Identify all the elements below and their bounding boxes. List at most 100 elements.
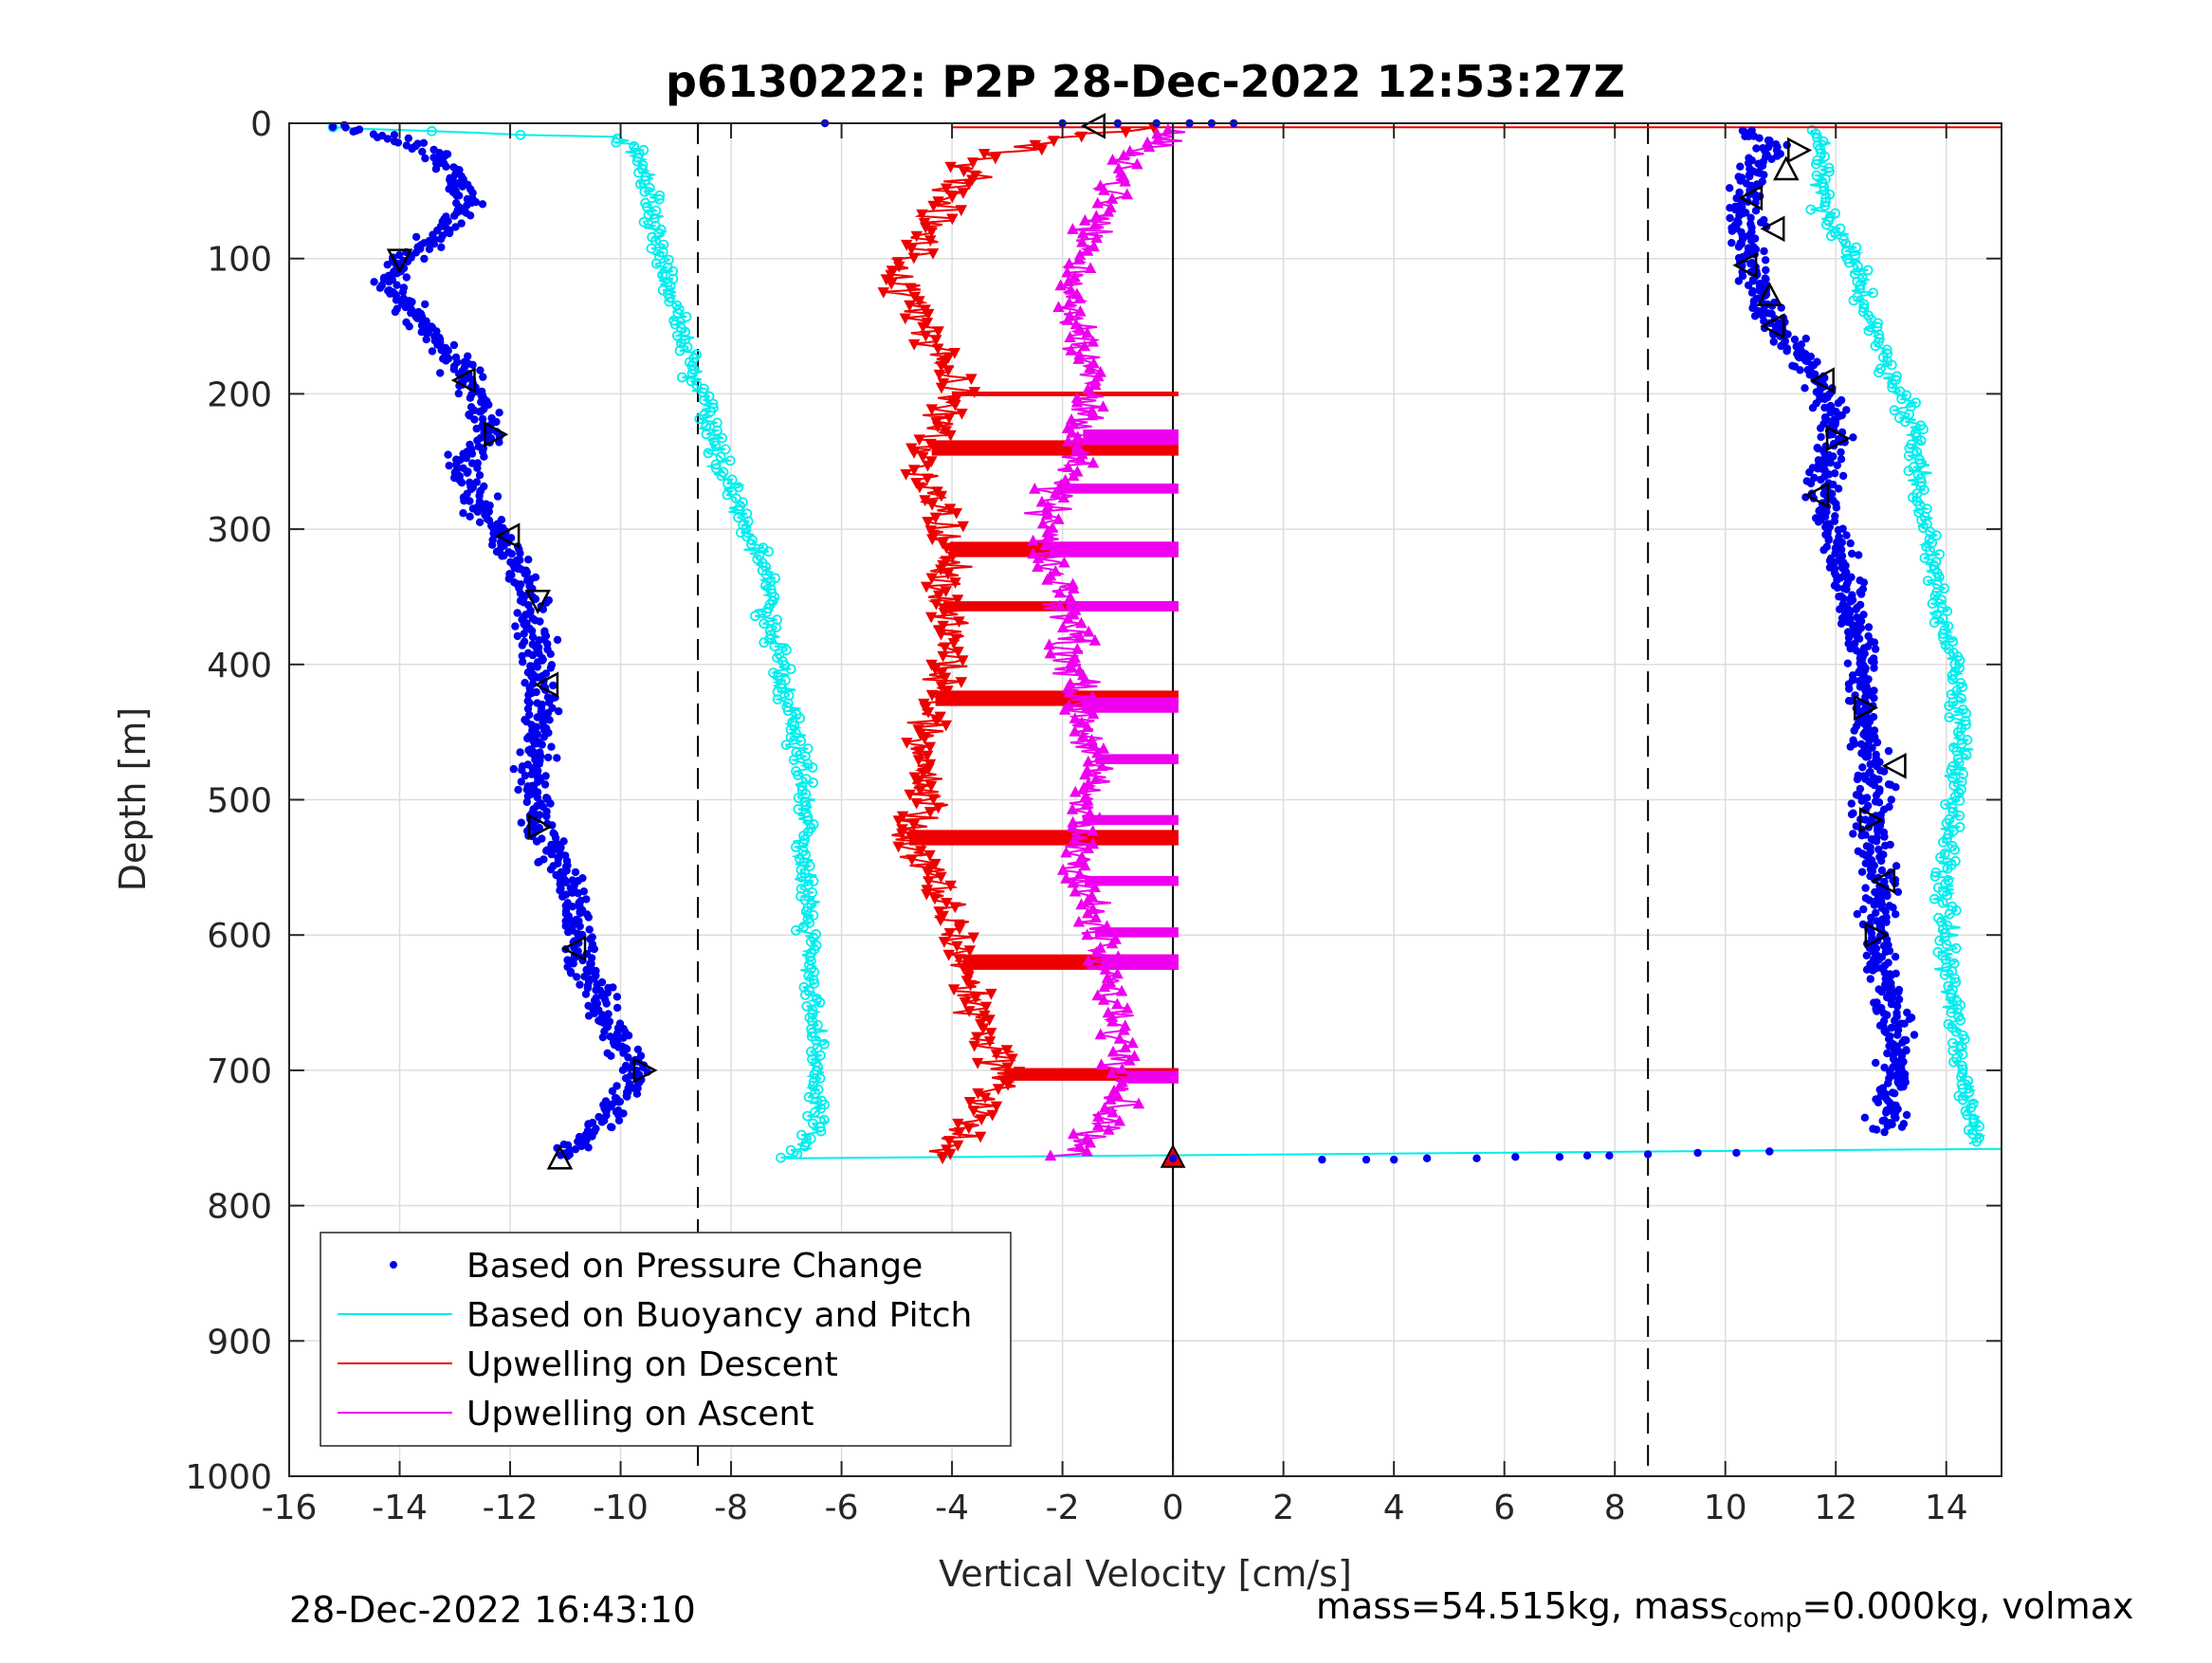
pressure-point [1853,909,1862,919]
ascent-upwelling-point [1089,378,1102,391]
profile-triangle-marker [495,522,521,549]
legend-label: Upwelling on Ascent [466,1395,814,1434]
pressure-point [1605,1151,1614,1160]
descent-upwelling-point [969,993,982,1005]
ascent-upwelling-point [1117,149,1130,161]
pressure-point [1856,784,1865,794]
pressure-point [1873,738,1882,747]
buoyancy-point [1843,257,1855,268]
pressure-point [1582,1151,1592,1160]
pressure-point [1872,791,1881,799]
descent-upwelling-point [923,807,937,818]
ascent-upwelling-point [1088,881,1102,892]
ascent-upwelling-point [1132,1097,1145,1109]
pressure-point [546,664,556,672]
profile-triangle-marker [1756,282,1783,307]
descent-upwelling-point [914,785,926,796]
pressure-point [1883,891,1892,901]
buoyancy-pitch-series [327,121,2002,1163]
pressure-point [1859,905,1868,914]
pressure-point [1882,918,1891,926]
descent-upwelling-point [983,1014,996,1027]
legend: Based on Pressure Change Based on Buoyanc… [320,1232,1012,1447]
buoyancy-point [637,159,649,171]
buoyancy-point [1903,466,1914,477]
pressure-point [583,983,593,993]
ascent-upwelling-point [1073,292,1086,303]
buoyancy-point [807,887,818,898]
pressure-point [431,165,441,174]
ascent-upwelling-point [1073,868,1086,880]
pressure-point [1801,334,1811,343]
pressure-point [524,690,533,700]
ascent-upwelling-point [1111,967,1124,979]
descent-upwelling-point [968,1040,980,1052]
descent-upwelling-point [932,343,944,356]
buoyancy-point [800,989,811,1000]
pressure-point [1777,341,1785,351]
descent-upwelling-point [923,876,935,887]
ascent-upwelling-point [1044,647,1057,659]
descent-upwelling-point [986,1109,998,1122]
pressure-point [545,716,554,724]
buoyancy-point [772,686,783,697]
buoyancy-point [792,1148,803,1160]
ascent-upwelling-point [1124,144,1136,156]
pressure-point [1893,1031,1902,1039]
buoyancy-point [1919,553,1930,563]
descent-upwelling-point [962,1123,976,1135]
pressure-point [1910,1031,1919,1039]
buoyancy-point [782,705,794,716]
pressure-point [1883,1122,1892,1130]
pressure-point [507,550,516,558]
legend-label: Based on Pressure Change [466,1247,923,1286]
buoyancy-point [680,326,690,338]
pressure-point [584,1012,594,1020]
buoyancy-point [746,539,757,550]
ascent-upwelling-point [1102,205,1115,217]
descent-upwelling-point [992,1084,1005,1096]
descent-upwelling-point [974,1131,987,1143]
buoyancy-point [804,861,815,871]
pressure-point [1834,525,1843,535]
pressure-point [522,797,531,807]
pressure-point [520,630,528,638]
ascent-upwelling-point [1066,820,1079,832]
ascent-upwelling-point [1077,781,1090,793]
pressure-point [1858,763,1867,772]
pressure-point [549,681,558,690]
ascent-upwelling-point [1082,906,1094,919]
ascent-upwelling-point [1098,1102,1111,1113]
ascent-upwelling-point [1111,1088,1124,1101]
ascent-upwelling-point [1079,798,1092,811]
pressure-point [1856,590,1866,598]
buoyancy-point [1820,192,1832,204]
descent-upwelling-point [938,937,951,948]
buoyancy-point [1956,1041,1967,1052]
buoyancy-point [1956,739,1967,749]
pressure-point [475,471,484,480]
pressure-point [1750,312,1760,320]
pressure-point [1820,403,1829,412]
descent-upwelling-point [930,716,943,727]
pressure-point [392,296,401,304]
pressure-point [568,903,577,911]
pressure-point [373,133,382,142]
pressure-point [1887,982,1895,992]
ascent-upwelling-point [1062,461,1074,472]
buoyancy-point [654,190,666,201]
y-tick-label: 1000 [185,1458,272,1497]
ascent-upwelling-point [1074,452,1087,464]
x-tick-label: 14 [1925,1489,1968,1527]
profile-triangle-marker [524,589,551,614]
ascent-upwelling-point [1079,673,1091,685]
buoyancy-point [646,243,657,254]
buoyancy-point [796,872,807,883]
buoyancy-point [629,140,640,152]
pressure-point [527,627,537,635]
ascent-upwelling-point [1082,954,1095,966]
ascent-upwelling-point [1039,539,1051,551]
y-tick-label: 800 [207,1188,272,1227]
pressure-point [1834,484,1843,493]
pressure-point [1751,207,1761,215]
